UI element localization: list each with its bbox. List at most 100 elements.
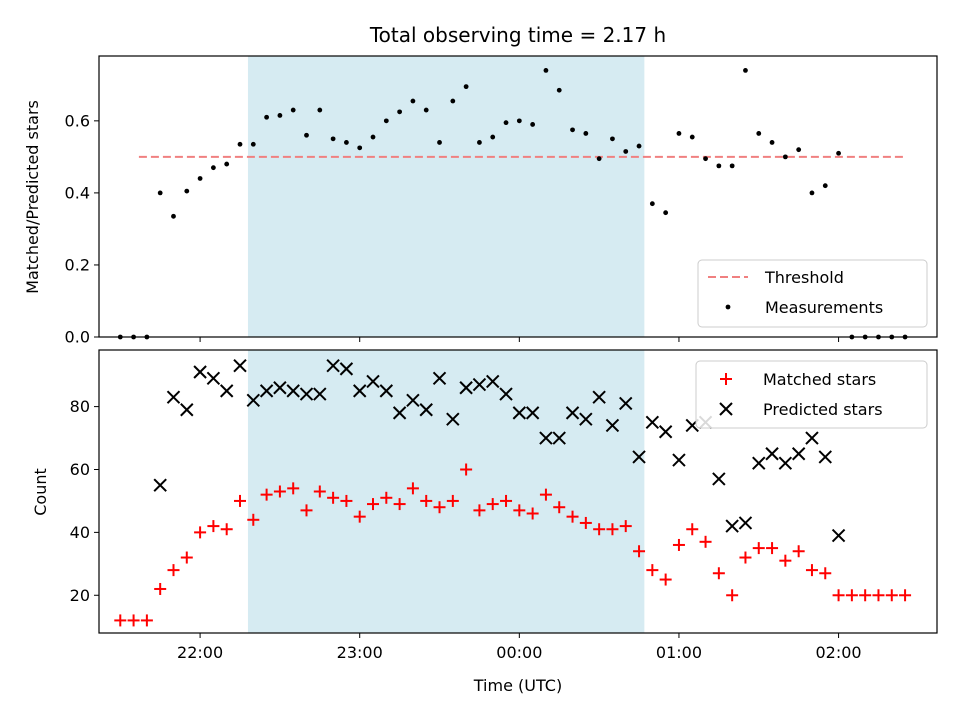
measurement-point [250,141,256,147]
matched-point [752,542,765,555]
measurement-point [277,113,283,118]
measurement-point [556,87,562,93]
measurement-point [676,131,682,136]
matched-point [287,482,300,495]
measurement-point [477,140,482,145]
matched-point [819,567,832,580]
predicted-point [432,371,447,386]
measurement-point [716,163,722,169]
predicted-point [353,384,367,398]
matched-point [340,494,353,507]
predicted-point [233,359,247,373]
top-x-axis [199,337,840,342]
predicted-point [672,453,686,467]
measurement-point [224,161,230,167]
matched-point [579,516,592,529]
predicted-point [153,478,167,492]
measurement-point [357,145,363,151]
matched-point [313,485,326,498]
predicted-point [592,390,606,404]
matched-point [500,494,513,507]
predicted-point [326,359,340,373]
matched-point [393,498,406,511]
predicted-point [752,456,766,470]
legend-measurements-label: Measurements [765,298,883,317]
measurement-point [570,127,575,133]
measurement-point [171,213,176,219]
matched-point [154,582,167,595]
predicted-point [446,412,460,426]
measurement-point [290,107,296,113]
measurement-point [809,190,815,196]
matched-point [526,507,539,520]
measurement-point [703,156,708,162]
matched-point [220,523,233,536]
predicted-point [313,387,327,401]
matched-point [114,614,127,627]
measurement-point [503,120,509,126]
matched-point [180,551,193,564]
predicted-point [366,374,380,389]
matched-point [433,501,446,514]
predicted-point [818,450,832,464]
measurement-point [197,176,203,181]
measurement-point [237,141,243,147]
matched-point [872,589,885,602]
predicted-point [299,387,314,401]
top-legend-box [697,259,928,328]
predicted-point [193,365,207,379]
predicted-point [831,528,846,543]
measurement-point [610,136,615,142]
measurement-point [370,134,376,140]
matched-point [593,523,606,536]
bottom-axes-frame [98,349,938,634]
predicted-point [525,406,540,420]
bottom-y-axis-label: Count [31,468,50,516]
matched-point [140,614,153,627]
predicted-point [459,381,473,395]
predicted-point [565,406,580,420]
matched-point [646,564,659,577]
predicted-point [180,403,194,417]
measurement-point [623,149,629,154]
predicted-point [645,415,660,430]
matched-point [327,491,340,504]
x-tick-label: 23:00 [337,643,383,662]
predicted-point [619,396,633,411]
predicted-point [406,393,420,408]
measurement-point [649,201,655,207]
predicted-point [392,406,407,420]
bottom-y-tick-label: 60 [70,460,90,479]
measurement-point [729,163,735,169]
matched-point [899,589,912,602]
measurement-point [210,165,216,171]
predicted-point [339,362,354,376]
predicted-point [259,384,274,398]
matched-point [859,589,872,602]
top-y-tick-label: 0.0 [65,328,90,347]
matched-point [194,526,207,539]
matched-point [659,573,672,586]
matched-point [367,498,380,511]
top-axes-frame [98,55,938,338]
matched-point [832,589,845,602]
x-tick-label: 00:00 [496,643,542,662]
measurement-point [596,156,602,162]
top-panel: 0.0 0.2 0.4 0.6 Matched/Predicted stars Thr… [23,55,938,347]
predicted-point [472,377,487,392]
top-y-tick-label: 0.6 [65,111,90,130]
matched-point [207,520,220,533]
measurement-point [636,143,642,149]
x-tick-label: 01:00 [656,643,702,662]
predicted-point [579,412,593,426]
matched-point [779,554,792,567]
legend-measurements-swatch [725,304,731,310]
matched-point [353,510,366,523]
legend-predicted-swatch [719,402,733,416]
measurement-point [743,68,748,73]
measurement-point [410,98,416,104]
x-axis-label: Time (UTC) [473,676,562,695]
matched-point [566,510,579,523]
matched-point [420,494,433,507]
predicted-point [486,374,500,389]
